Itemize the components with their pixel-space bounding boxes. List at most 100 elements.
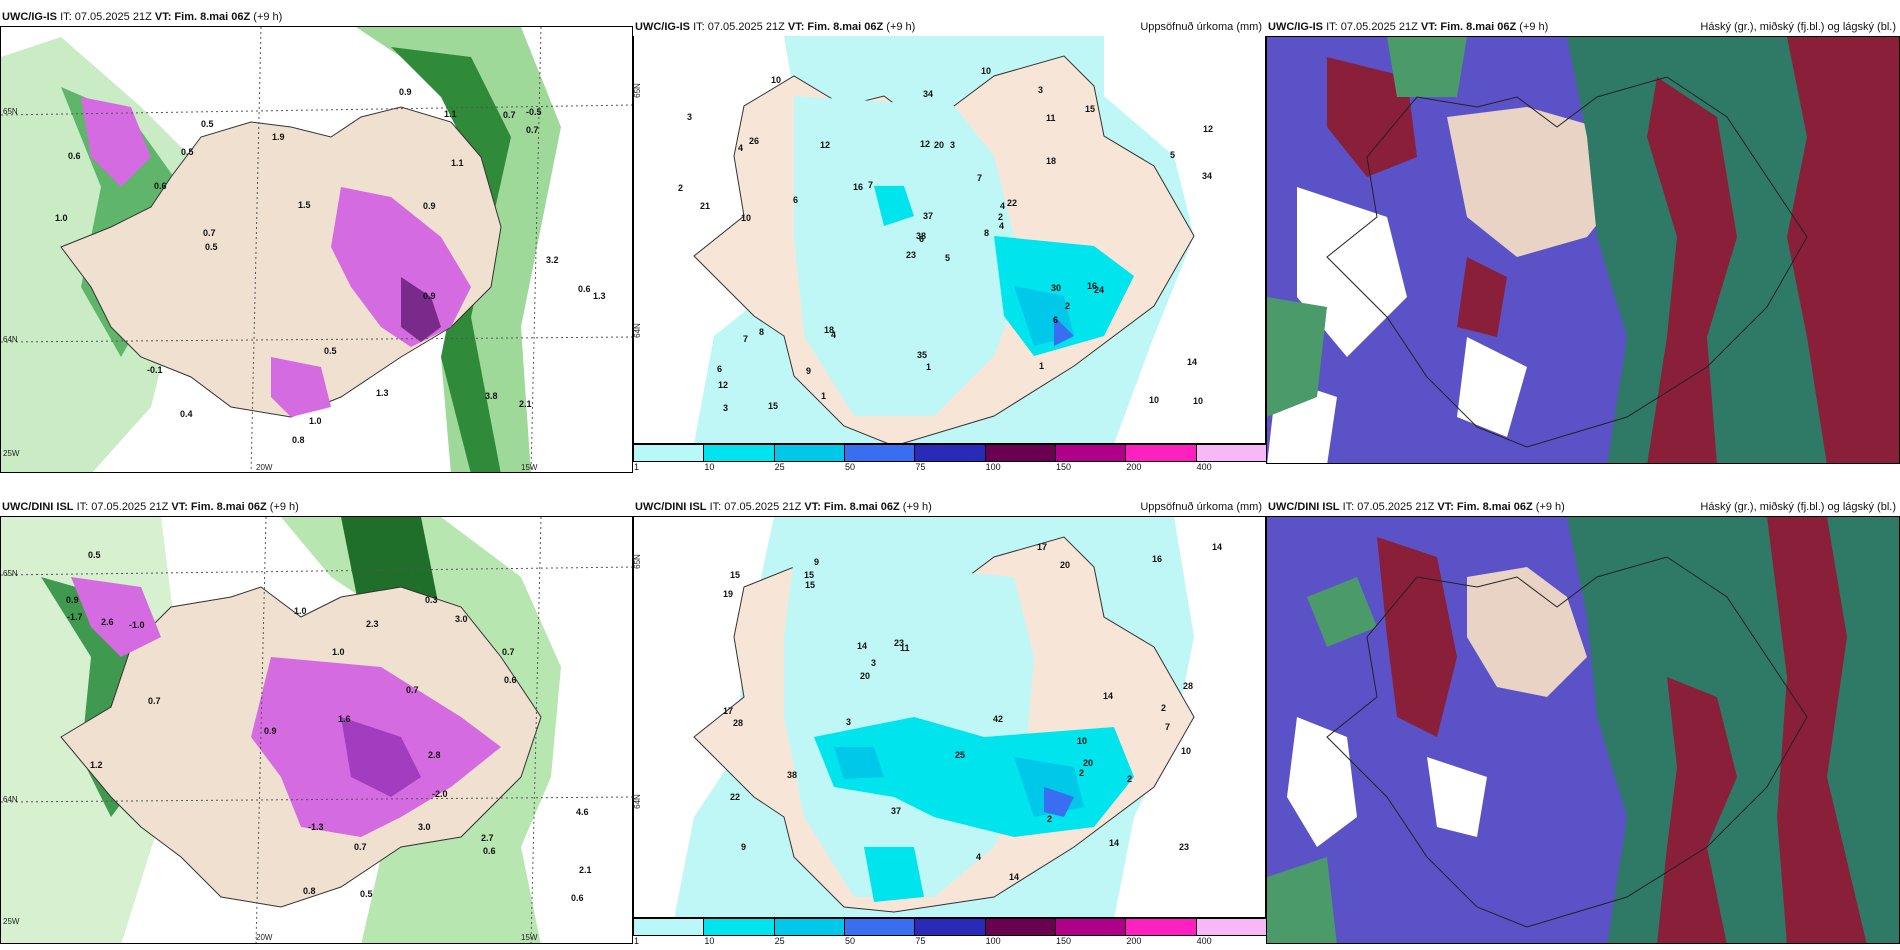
value-label: 3.2 (546, 255, 559, 265)
precip-band-east (281, 517, 561, 943)
snow-area-core (341, 717, 421, 797)
value-label: -1.0 (129, 620, 145, 630)
value-label: 0.4 (180, 409, 193, 419)
value-label: 1.0 (294, 606, 307, 616)
value-label: 10 (981, 66, 991, 76)
value-label: 3 (723, 403, 728, 413)
value-label: 35 (917, 350, 927, 360)
cloud-red-west (1377, 537, 1457, 737)
value-label: 1 (1039, 361, 1044, 371)
value-label: 0.7 (503, 110, 516, 120)
colorbar-tick: 1 (634, 462, 640, 472)
value-label: 7 (743, 334, 748, 344)
lon-label-15w: 15W (521, 933, 538, 942)
precip-band-east-dark (391, 47, 511, 472)
value-label: 0.7 (354, 842, 367, 852)
value-label: 14 (1103, 691, 1113, 701)
map-temperature-top[interactable]: 0.6 0.5 0.9 1.0 0.7 0.8 0.9 0.5 -0.5 1.3 0.6 0.5 1.1… (0, 26, 633, 473)
value-label: 9 (814, 557, 819, 567)
value-label: 34 (923, 89, 933, 99)
map-clouds-top[interactable] (1266, 36, 1900, 464)
value-label: 0.9 (264, 726, 277, 736)
panel-bottom-temperature: UWC/DINI ISL IT: 07.05.2025 21Z VT: Fim.… (0, 490, 633, 945)
panel-title: UWC/DINI ISL IT: 07.05.2025 21Z VT: Fim.… (635, 501, 1262, 513)
colorbar-swatch (984, 444, 1056, 462)
colorbar-swatch (1195, 918, 1267, 936)
value-label: -2.0 (432, 789, 448, 799)
value-label: 2.7 (481, 833, 494, 843)
value-label: 5 (1170, 150, 1175, 160)
map-precip-top[interactable]: 5 4 6 6 4 4 3 3 11 8 10 10 10 12 23 18 15 12 7 8 7 12 9 20 22 24 2… (633, 36, 1266, 444)
value-label: 38 (787, 770, 797, 780)
map-precip-bottom[interactable]: 10 7 9 9 11 14 22 20 14 14 19 17 15 23 37 28 25 42 23 38 14 1… (633, 516, 1266, 918)
graticule (1, 517, 632, 943)
value-label: 3.0 (418, 822, 431, 832)
value-label: 6 (793, 195, 798, 205)
lat-label-64n: 64N (633, 323, 642, 338)
panel-top-clouds: UWC/IG-IS IT: 07.05.2025 21Z VT: Fim. 8.… (1266, 10, 1900, 465)
value-label: 16 (853, 182, 863, 192)
snow-area-northwest (71, 577, 161, 657)
value-label: 15 (805, 580, 815, 590)
map-temperature-bottom[interactable]: 1.0 0.6 0.9 0.7 0.8 1.0 0.5 0.3 0.7 1.2 2.7 2.3 2.8 2… (0, 516, 633, 944)
colorbar-tick: 150 (1056, 462, 1072, 472)
value-label: 37 (891, 806, 901, 816)
value-label: 28 (1183, 681, 1193, 691)
value-label: -0.1 (147, 365, 163, 375)
value-label: 22 (730, 792, 740, 802)
map-clouds-bottom[interactable] (1266, 516, 1900, 944)
cloud-high-red-east (1767, 517, 1867, 943)
value-label: 0.9 (399, 87, 412, 97)
value-label: 10 (1077, 736, 1087, 746)
value-label: 14 (857, 641, 867, 651)
value-label: 6 (1053, 315, 1058, 325)
colorbar-tick: 200 (1126, 462, 1142, 472)
value-label: 9 (806, 366, 811, 376)
value-label: 2.3 (366, 619, 379, 629)
colorbar-tick: 1 (634, 936, 640, 946)
value-label: 4 (738, 143, 743, 153)
value-label: 20 (934, 140, 944, 150)
temperature-labels: 1.0 0.6 0.9 0.7 0.8 1.0 0.5 0.3 0.7 1.2 2.7 2.3 2.8 2… (66, 550, 592, 903)
cloud-high-red-band (1647, 77, 1737, 463)
value-label: 19 (723, 589, 733, 599)
colorbar-tick: 150 (1056, 936, 1072, 946)
colorbar-tick: 10 (704, 462, 715, 472)
value-label: 7 (977, 173, 982, 183)
value-label: 1.5 (298, 200, 311, 210)
snow-area-core (401, 277, 441, 342)
cloud-green-west (1267, 577, 1377, 943)
value-label: 12 (820, 140, 830, 150)
value-label: 20 (1060, 560, 1070, 570)
colorbar-tick: 100 (985, 462, 1001, 472)
value-label: 23 (906, 250, 916, 260)
value-label: 0.6 (571, 893, 584, 903)
panel-title: UWC/IG-IS IT: 07.05.2025 21Z VT: Fim. 8.… (2, 11, 283, 23)
value-label: 1.3 (593, 291, 606, 301)
precip-field-50 (1044, 787, 1074, 817)
value-label: 1.9 (272, 132, 285, 142)
iceland-outline (1326, 76, 1808, 448)
value-label: 18 (824, 325, 834, 335)
value-label: 0.6 (504, 675, 517, 685)
value-label: 37 (923, 211, 933, 221)
value-label: 1 (821, 391, 826, 401)
value-label: 1 (926, 362, 931, 372)
precip-colorbar: 1 10 25 50 75 100 150 200 400 (633, 918, 1267, 946)
panel-title: UWC/IG-IS IT: 07.05.2025 21Z VT: Fim. 8.… (1268, 21, 1896, 33)
value-label: 3.8 (485, 391, 498, 401)
colorbar-swatch (1055, 918, 1127, 936)
colorbar-tick: 50 (845, 462, 856, 472)
colorbar-tick: 75 (915, 462, 926, 472)
colorbar-tick: 200 (1126, 936, 1142, 946)
value-label: 5 (945, 253, 950, 263)
colorbar-swatch (773, 918, 845, 936)
value-label: 4 (831, 330, 836, 340)
value-label: 10 (741, 213, 751, 223)
cloud-clear-patches (1267, 187, 1527, 463)
precip-field-25 (834, 747, 1084, 817)
snow-area-south (271, 357, 331, 417)
lon-label-25w: 25W (3, 917, 20, 926)
value-label: -0.5 (526, 107, 542, 117)
value-label: 6 (717, 364, 722, 374)
